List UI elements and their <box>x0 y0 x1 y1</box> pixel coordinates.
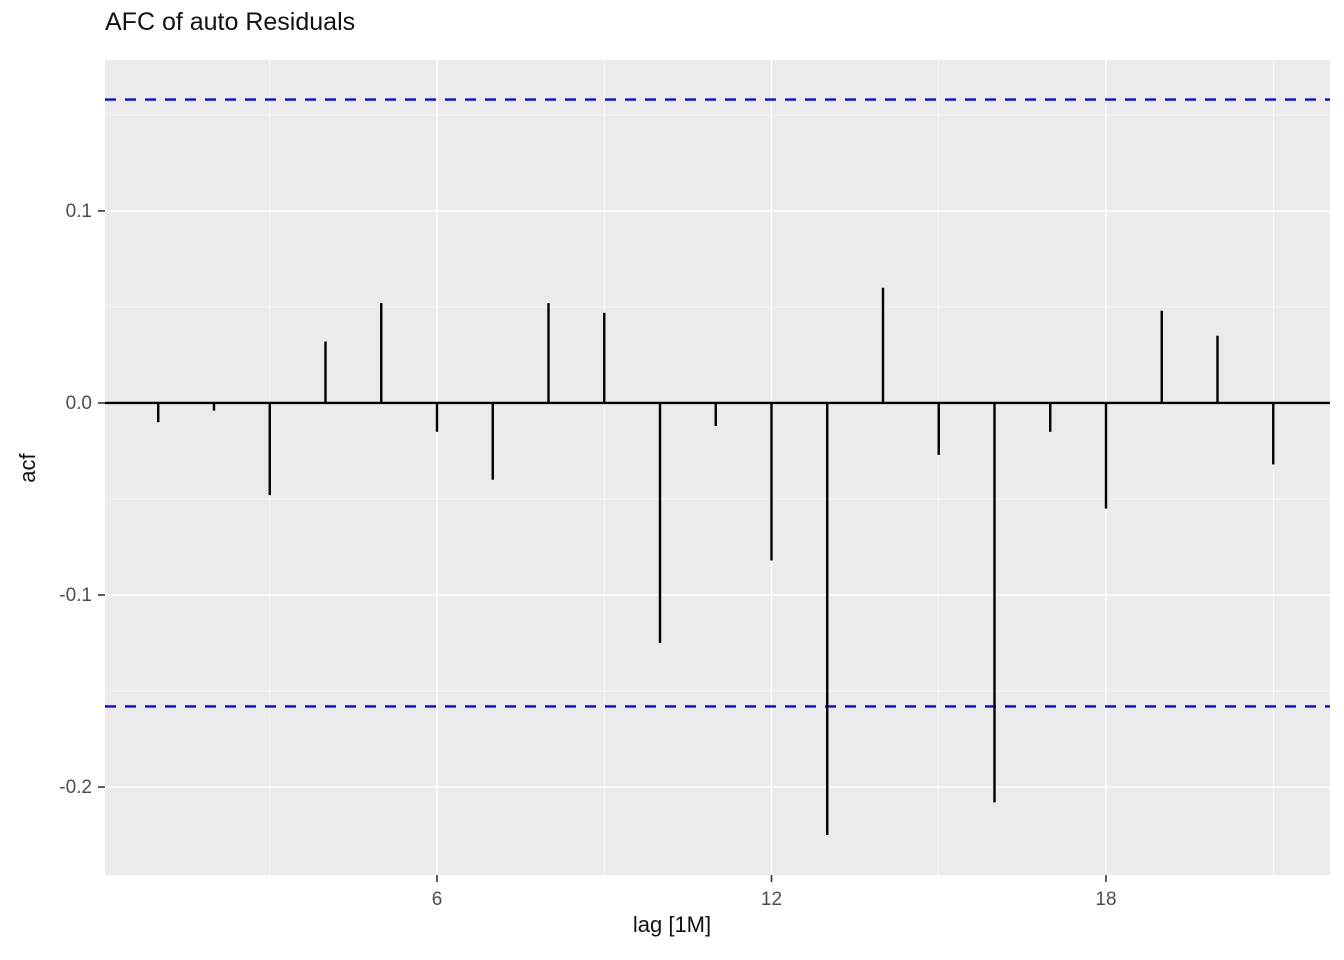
plot-panel <box>105 60 1330 875</box>
y-tick-label: -0.1 <box>59 585 92 606</box>
y-tick-label: -0.2 <box>59 777 92 798</box>
x-axis-title: lag [1M] <box>632 912 712 937</box>
x-tick-label: 12 <box>761 889 782 910</box>
plot-title: AFC of auto Residuals <box>105 8 356 36</box>
y-tick-label: 0.1 <box>66 201 92 222</box>
x-tick-label: 6 <box>432 889 443 910</box>
x-tick-label: 18 <box>1095 889 1116 910</box>
y-axis-title: acf <box>15 453 40 483</box>
y-tick-label: 0.0 <box>66 393 92 414</box>
